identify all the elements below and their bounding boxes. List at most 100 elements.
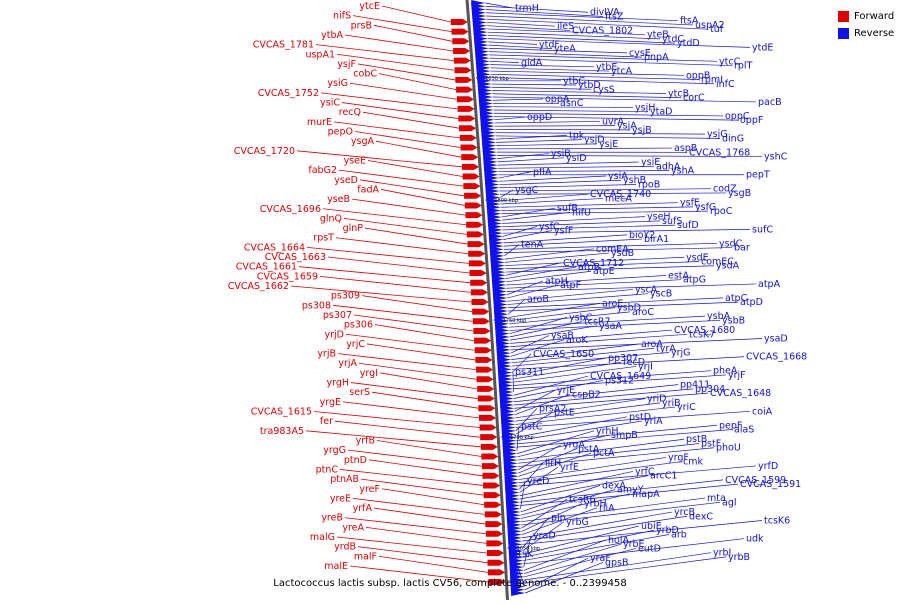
forward-gene-label: yrjD [325, 329, 344, 340]
forward-leader-line [365, 228, 468, 244]
forward-gene-arrow [485, 511, 502, 517]
reverse-gene-label: mecA [605, 193, 632, 204]
forward-gene-label: CVCAS_1696 [260, 204, 321, 215]
forward-gene-arrow [482, 463, 499, 469]
reverse-gene-label: yraD [533, 531, 556, 542]
reverse-gene-label: aroC [632, 307, 654, 318]
reverse-gene-label: ps311 [515, 367, 544, 378]
forward-gene-arrow [465, 212, 482, 218]
forward-gene-label: yreE [330, 493, 351, 504]
reverse-gene-label: corC [683, 93, 705, 104]
forward-gene-arrow [458, 116, 475, 122]
reverse-gene-label: llrH [545, 458, 561, 469]
forward-leader-line [379, 74, 456, 90]
forward-gene-arrow [466, 222, 483, 228]
reverse-gene-label: smpB [611, 430, 638, 441]
forward-leader-line [374, 25, 452, 41]
forward-gene-label: yrgI [360, 368, 378, 379]
forward-leader-line [358, 547, 487, 563]
forward-gene-arrow [481, 453, 498, 459]
reverse-leader-line [499, 176, 606, 181]
reverse-gene-label: ps312 [605, 375, 634, 386]
reverse-gene-label: CVCAS_1802 [572, 25, 633, 36]
reverse-gene-label: ysdA [716, 261, 740, 272]
reverse-leader-line [486, 13, 678, 21]
reverse-gene-label: aroK [566, 335, 588, 346]
reverse-gene-label: yriA [644, 416, 663, 427]
forward-gene-arrow [477, 386, 494, 392]
reverse-leader-line [508, 299, 525, 314]
forward-gene-label: yreB [321, 513, 343, 524]
reverse-gene-label: sufD [677, 220, 699, 231]
reverse-gene-label: alaS [734, 425, 754, 436]
forward-gene-label: rpsT [313, 233, 334, 244]
forward-gene-arrow [452, 38, 469, 44]
reverse-gene-label: yrfD [758, 461, 778, 472]
reverse-gene-label: asnC [560, 98, 584, 109]
forward-gene-label: recQ [339, 107, 361, 118]
reverse-leader-line [501, 211, 708, 214]
forward-gene-arrow [451, 19, 468, 25]
forward-leader-line [375, 325, 474, 341]
forward-gene-label: nifS [333, 11, 351, 22]
reverse-gene-label: gidA [521, 58, 543, 69]
reverse-gene-label: rpoC [710, 206, 733, 217]
reverse-gene-label: rliA [599, 503, 615, 514]
forward-leader-line [368, 160, 463, 176]
reverse-gene-label: tenA [521, 240, 544, 251]
reverse-gene-label: oppD [527, 112, 552, 123]
forward-gene-arrow [488, 569, 505, 575]
forward-leader-line [328, 257, 470, 273]
forward-gene-label: yrgH [326, 378, 349, 389]
reverse-gene-label: ysgC [515, 185, 539, 196]
forward-gene-arrow [483, 473, 500, 479]
reverse-gene-label: ysfF [554, 226, 573, 237]
legend-label-forward: Forward [854, 11, 894, 22]
forward-gene-label: ptnAB [330, 474, 359, 485]
reverse-leader-line [494, 117, 525, 120]
legend-item-reverse: Reverse [838, 25, 894, 42]
forward-leader-line [338, 354, 476, 370]
forward-gene-label: yrgG [323, 445, 346, 456]
forward-gene-label: yrjA [338, 358, 357, 369]
forward-gene-arrow [455, 67, 472, 73]
reverse-leader-line [490, 68, 609, 71]
reverse-gene-label: pepT [746, 170, 770, 181]
reverse-gene-label: ysaD [764, 334, 788, 345]
reverse-gene-label: atpD [740, 297, 763, 308]
reverse-leader-line [498, 158, 564, 162]
forward-gene-arrow [456, 87, 473, 93]
reverse-leader-line [488, 39, 750, 48]
forward-leader-line [382, 489, 484, 505]
reverse-gene-label: CVCAS_1648 [710, 388, 771, 399]
forward-gene-label: prsB [351, 20, 372, 31]
forward-leader-line [377, 440, 481, 456]
forward-gene-label: glnQ [320, 213, 342, 224]
forward-gene-arrow [460, 135, 477, 141]
reverse-gene-label: pctA [593, 448, 615, 459]
forward-gene-arrow [486, 540, 503, 546]
reverse-gene-label: gpsB [605, 557, 629, 568]
forward-leader-line [299, 267, 470, 283]
forward-leader-line [345, 518, 486, 534]
reverse-gene-label: CVCAS_1668 [746, 352, 807, 363]
forward-gene-label: pepO [328, 127, 353, 138]
forward-gene-arrow [477, 376, 494, 382]
reverse-gene-label: yrjF [728, 370, 746, 381]
forward-gene-label: yreA [342, 522, 364, 533]
forward-leader-line [381, 189, 465, 205]
forward-gene-label: CVCAS_1752 [258, 88, 319, 99]
reverse-gene-label: ysjB [632, 125, 652, 136]
forward-gene-label: ysiG [327, 78, 348, 89]
reverse-leader-line [499, 180, 621, 184]
reverse-leader-line [487, 22, 555, 26]
forward-gene-arrow [474, 338, 491, 344]
forward-leader-line [346, 334, 475, 350]
reverse-leader-line [491, 71, 684, 75]
forward-gene-arrow [469, 260, 486, 266]
forward-gene-label: ytcE [359, 1, 380, 12]
forward-gene-arrow [465, 202, 482, 208]
reverse-gene-label: ysiD [566, 153, 587, 164]
forward-gene-arrow [475, 357, 492, 363]
